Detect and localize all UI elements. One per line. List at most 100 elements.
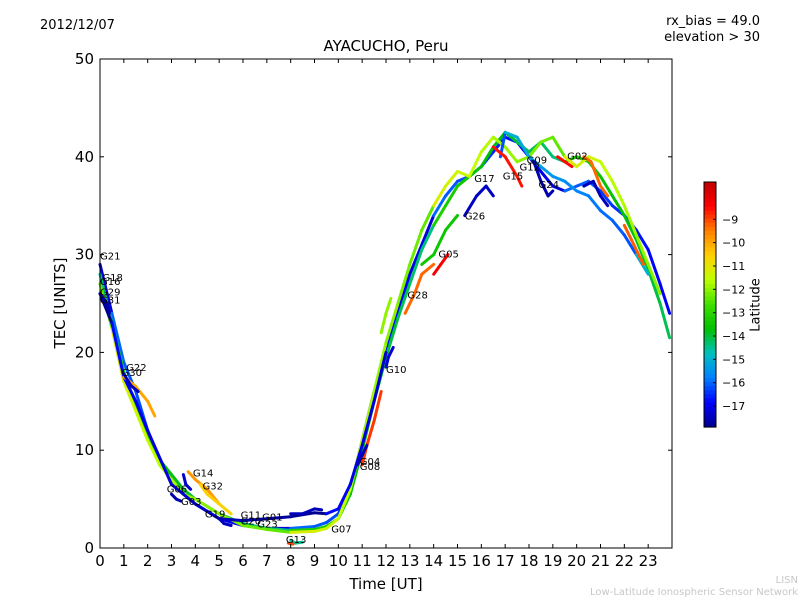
series-gc-segment bbox=[479, 135, 495, 154]
track-4-segment bbox=[403, 292, 417, 315]
colorbar-band bbox=[704, 382, 716, 387]
x-tick-label: 8 bbox=[286, 552, 296, 570]
satellite-label: G07 bbox=[331, 524, 351, 535]
colorbar-band bbox=[704, 267, 716, 273]
colorbar-band bbox=[704, 259, 716, 265]
x-tick-label: 9 bbox=[310, 552, 320, 570]
satellite-label: G02 bbox=[567, 152, 587, 163]
rx-bias-label: rx_bias = 49.0 bbox=[666, 14, 760, 29]
track-20-segment bbox=[222, 522, 233, 527]
x-tick-label: 7 bbox=[262, 552, 272, 570]
colorbar-band bbox=[704, 386, 716, 391]
colorbar-band bbox=[704, 373, 716, 379]
colorbar-band bbox=[704, 190, 716, 195]
satellite-label: G32 bbox=[203, 481, 223, 492]
series-ge-segment bbox=[539, 165, 555, 178]
track-17-segment bbox=[360, 443, 369, 457]
colorbar-band bbox=[704, 198, 716, 204]
track-14-segment bbox=[532, 160, 543, 183]
colorbar-tick-label: −16 bbox=[722, 377, 745, 390]
track-5-segment bbox=[432, 262, 443, 276]
colorbar-band bbox=[704, 333, 716, 338]
series-gc-segment bbox=[384, 302, 400, 345]
y-tick-label: 50 bbox=[75, 50, 94, 68]
series-ge-segment bbox=[587, 194, 602, 213]
colorbar-band bbox=[704, 275, 716, 281]
track-11-segment bbox=[105, 302, 111, 315]
series-gd-segment bbox=[193, 502, 221, 521]
y-tick-label: 10 bbox=[75, 441, 94, 459]
series-gb-segment bbox=[539, 140, 555, 159]
track-9-segment bbox=[630, 238, 641, 257]
series-gc-segment bbox=[193, 497, 221, 516]
series-ga-segment bbox=[634, 228, 650, 252]
colorbar-band bbox=[704, 304, 716, 310]
series-ga-segment bbox=[396, 272, 412, 315]
track-22-segment bbox=[293, 540, 305, 545]
track-4-segment bbox=[420, 262, 436, 276]
colorbar-band bbox=[704, 398, 716, 404]
satellite-label: G18 bbox=[102, 273, 122, 284]
colorbar-band bbox=[704, 284, 716, 289]
series-gc-segment bbox=[456, 170, 471, 178]
track-3-segment bbox=[365, 419, 376, 447]
colorbar-tick-label: −17 bbox=[722, 400, 745, 413]
series-gc-segment bbox=[527, 140, 543, 159]
series-ga-segment bbox=[98, 262, 114, 315]
track-0-segment bbox=[134, 385, 150, 403]
satellite-label: G03 bbox=[181, 497, 201, 508]
track-4-segment bbox=[413, 272, 424, 296]
satellite-label: G30 bbox=[122, 368, 142, 379]
colorbar-band bbox=[704, 214, 716, 220]
series-gc-segment bbox=[122, 380, 138, 413]
track-1-segment bbox=[186, 470, 197, 481]
x-tick-label: 1 bbox=[119, 552, 129, 570]
chart-title: AYACUCHO, Peru bbox=[323, 37, 449, 55]
track-6-segment bbox=[491, 145, 507, 159]
series-gc-segment bbox=[241, 524, 269, 531]
track-15-segment bbox=[582, 179, 595, 188]
satellite-label: G26 bbox=[465, 211, 485, 222]
series-ga-segment bbox=[408, 243, 424, 276]
x-tick-label: 20 bbox=[567, 552, 586, 570]
series-ga-segment bbox=[599, 189, 614, 208]
series-gc-segment bbox=[420, 204, 436, 232]
colorbar-band bbox=[704, 308, 716, 314]
colorbar-band bbox=[704, 247, 716, 253]
satellite-label: G01 bbox=[262, 513, 282, 524]
track-6-segment bbox=[503, 155, 519, 178]
series-ga-segment bbox=[420, 214, 436, 247]
track-6-segment bbox=[515, 174, 524, 188]
series-gc-segment bbox=[313, 526, 328, 533]
track-17-segment bbox=[355, 453, 364, 467]
series-ga-segment bbox=[563, 184, 579, 193]
track-11-segment bbox=[98, 292, 109, 305]
x-tick-label: 3 bbox=[167, 552, 177, 570]
colorbar-tick-label: −15 bbox=[722, 353, 745, 366]
colorbar-band bbox=[704, 206, 716, 212]
series-ge-segment bbox=[575, 189, 591, 198]
satellite-label: G06 bbox=[167, 484, 187, 495]
series-gc-segment bbox=[432, 184, 448, 208]
series-gd-segment bbox=[313, 511, 328, 516]
series-gc-segment bbox=[551, 135, 567, 159]
series-gc-segment bbox=[563, 155, 579, 169]
colorbar-band bbox=[704, 263, 716, 269]
series-gc-segment bbox=[336, 487, 352, 521]
track-2-segment bbox=[198, 482, 209, 496]
series-gd-segment bbox=[122, 375, 138, 403]
x-tick-label: 17 bbox=[496, 552, 515, 570]
series-gb-segment bbox=[634, 238, 650, 271]
track-24-segment bbox=[444, 214, 459, 232]
series-gb-segment bbox=[444, 184, 459, 208]
colorbar-band bbox=[704, 280, 716, 285]
x-tick-label: 6 bbox=[238, 552, 248, 570]
series-gc-segment bbox=[467, 150, 483, 178]
y-tick-label: 40 bbox=[75, 148, 94, 166]
colorbar-tick-label: −14 bbox=[722, 330, 745, 343]
series-ga-segment bbox=[432, 194, 448, 217]
series-gb-segment bbox=[658, 302, 672, 340]
satellite-label: G04 bbox=[360, 457, 380, 468]
track-15-segment bbox=[591, 179, 602, 198]
